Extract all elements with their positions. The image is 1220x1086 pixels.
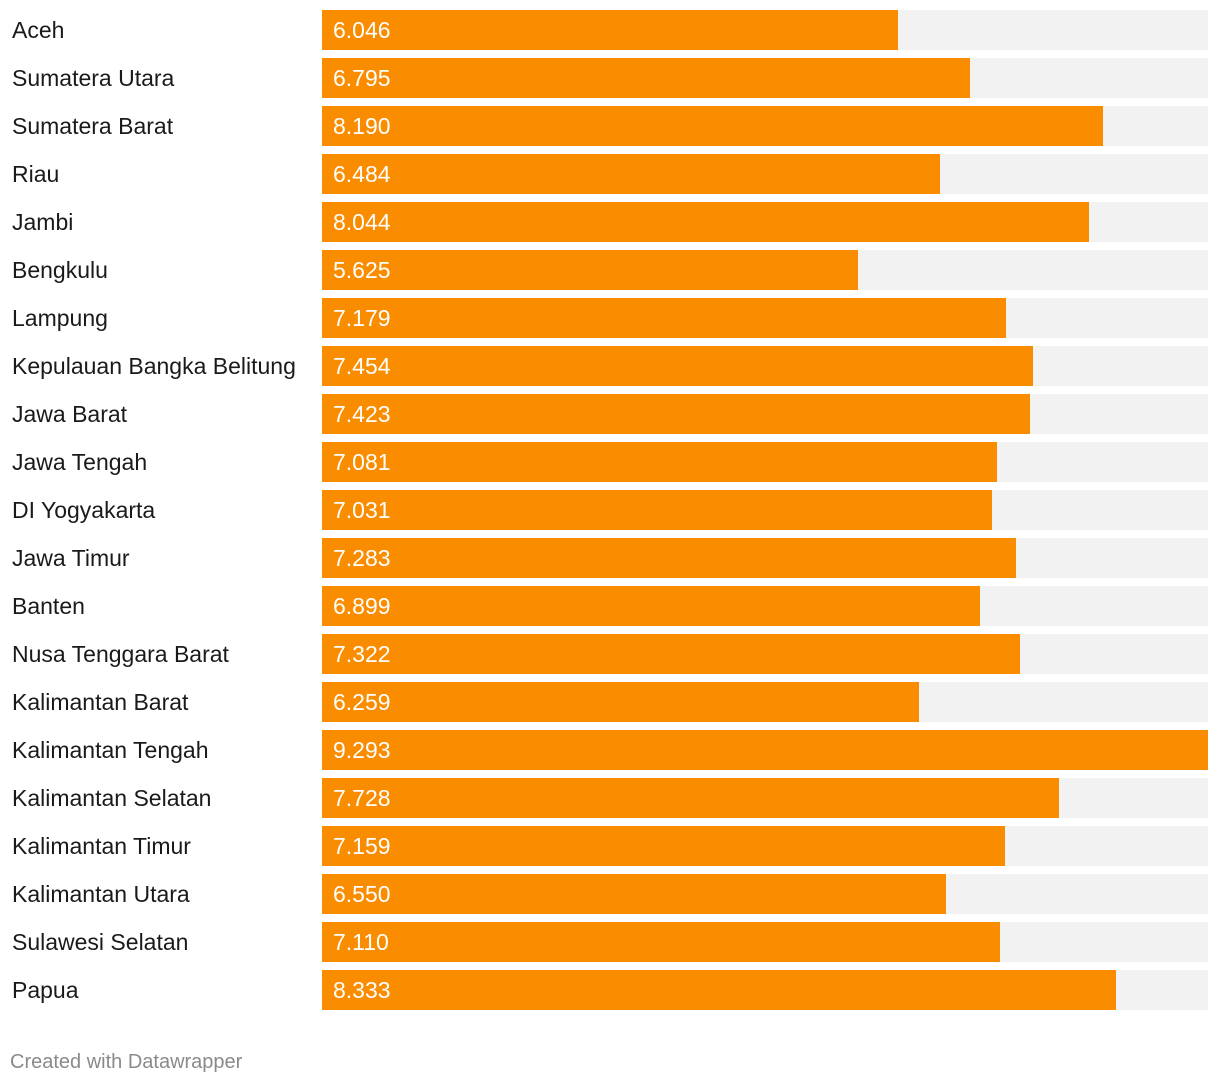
bar-track: 5.625: [322, 250, 1208, 290]
bar: [322, 586, 980, 626]
category-label: DI Yogyakarta: [12, 497, 156, 523]
bar-track: 8.333: [322, 970, 1208, 1010]
bar: [322, 490, 992, 530]
value-label: 6.795: [333, 65, 391, 91]
bar: [322, 826, 1005, 866]
category-label: Lampung: [12, 305, 108, 331]
category-label: Kepulauan Bangka Belitung: [12, 353, 296, 379]
bar-track: 6.795: [322, 58, 1208, 98]
bar-track: 7.179: [322, 298, 1208, 338]
bar-track: 6.259: [322, 682, 1208, 722]
value-label: 7.423: [333, 401, 391, 427]
category-label: Bengkulu: [12, 257, 108, 283]
bar-track: 9.293: [322, 730, 1208, 770]
bar: [322, 154, 940, 194]
value-label: 7.454: [333, 353, 391, 379]
bar-track: 6.899: [322, 586, 1208, 626]
bar-track: 7.159: [322, 826, 1208, 866]
footer-credit: Created with Datawrapper: [10, 1051, 243, 1073]
bar-track: 7.322: [322, 634, 1208, 674]
category-label: Nusa Tenggara Barat: [12, 641, 229, 667]
category-label: Jawa Tengah: [12, 449, 148, 475]
bar-track: 6.046: [322, 10, 1208, 50]
bar-track: 7.283: [322, 538, 1208, 578]
value-label: 5.625: [333, 257, 391, 283]
value-label: 7.179: [333, 305, 391, 331]
bar: [322, 250, 858, 290]
bar-track: 6.550: [322, 874, 1208, 914]
bar: [322, 538, 1016, 578]
category-label: Kalimantan Timur: [12, 833, 191, 859]
value-label: 6.550: [333, 881, 391, 907]
bar: [322, 10, 898, 50]
value-label: 6.259: [333, 689, 391, 715]
category-label: Banten: [12, 593, 85, 619]
category-label: Jawa Barat: [12, 401, 128, 427]
category-label: Kalimantan Selatan: [12, 785, 212, 811]
bar: [322, 922, 1000, 962]
value-label: 8.044: [333, 209, 391, 235]
bar: [322, 682, 919, 722]
bar-track: 8.190: [322, 106, 1208, 146]
value-label: 7.728: [333, 785, 391, 811]
category-label: Aceh: [12, 17, 65, 43]
category-label: Sulawesi Selatan: [12, 929, 189, 955]
category-label: Sumatera Barat: [12, 113, 174, 139]
value-label: 7.110: [333, 929, 389, 955]
bar: [322, 730, 1208, 770]
bar-track: 7.081: [322, 442, 1208, 482]
category-label: Jawa Timur: [12, 545, 130, 571]
bar: [322, 970, 1116, 1010]
bar-track: 6.484: [322, 154, 1208, 194]
value-label: 7.283: [333, 545, 391, 571]
category-label: Sumatera Utara: [12, 65, 175, 91]
category-label: Kalimantan Tengah: [12, 737, 209, 763]
value-label: 6.046: [333, 17, 391, 43]
value-label: 7.159: [333, 833, 391, 859]
bar-chart: Aceh 6.046 Sumatera Utara 6.795 Sumatera Bar…: [12, 10, 1208, 1010]
bar-track: 8.044: [322, 202, 1208, 242]
bar: [322, 58, 970, 98]
category-label: Kalimantan Barat: [12, 689, 189, 715]
value-label: 6.899: [333, 593, 391, 619]
category-label: Kalimantan Utara: [12, 881, 190, 907]
bar: [322, 778, 1059, 818]
bar: [322, 394, 1030, 434]
category-label: Jambi: [12, 209, 74, 235]
bar: [322, 874, 946, 914]
value-label: 6.484: [333, 161, 391, 187]
bar: [322, 298, 1006, 338]
value-label: 7.081: [333, 449, 391, 475]
category-label: Riau: [12, 161, 60, 187]
bar: [322, 346, 1033, 386]
value-label: 7.031: [333, 497, 391, 523]
bar-track: 7.423: [322, 394, 1208, 434]
bar-track: 7.110: [322, 922, 1208, 962]
bar: [322, 634, 1020, 674]
value-label: 9.293: [333, 737, 391, 763]
bar: [322, 106, 1103, 146]
bar: [322, 442, 997, 482]
bar-track: 7.454: [322, 346, 1208, 386]
category-label: Papua: [12, 977, 79, 1003]
value-label: 8.190: [333, 113, 391, 139]
bar-track: 7.031: [322, 490, 1208, 530]
bar: [322, 202, 1089, 242]
value-label: 8.333: [333, 977, 391, 1003]
bar-track: 7.728: [322, 778, 1208, 818]
value-label: 7.322: [333, 641, 391, 667]
